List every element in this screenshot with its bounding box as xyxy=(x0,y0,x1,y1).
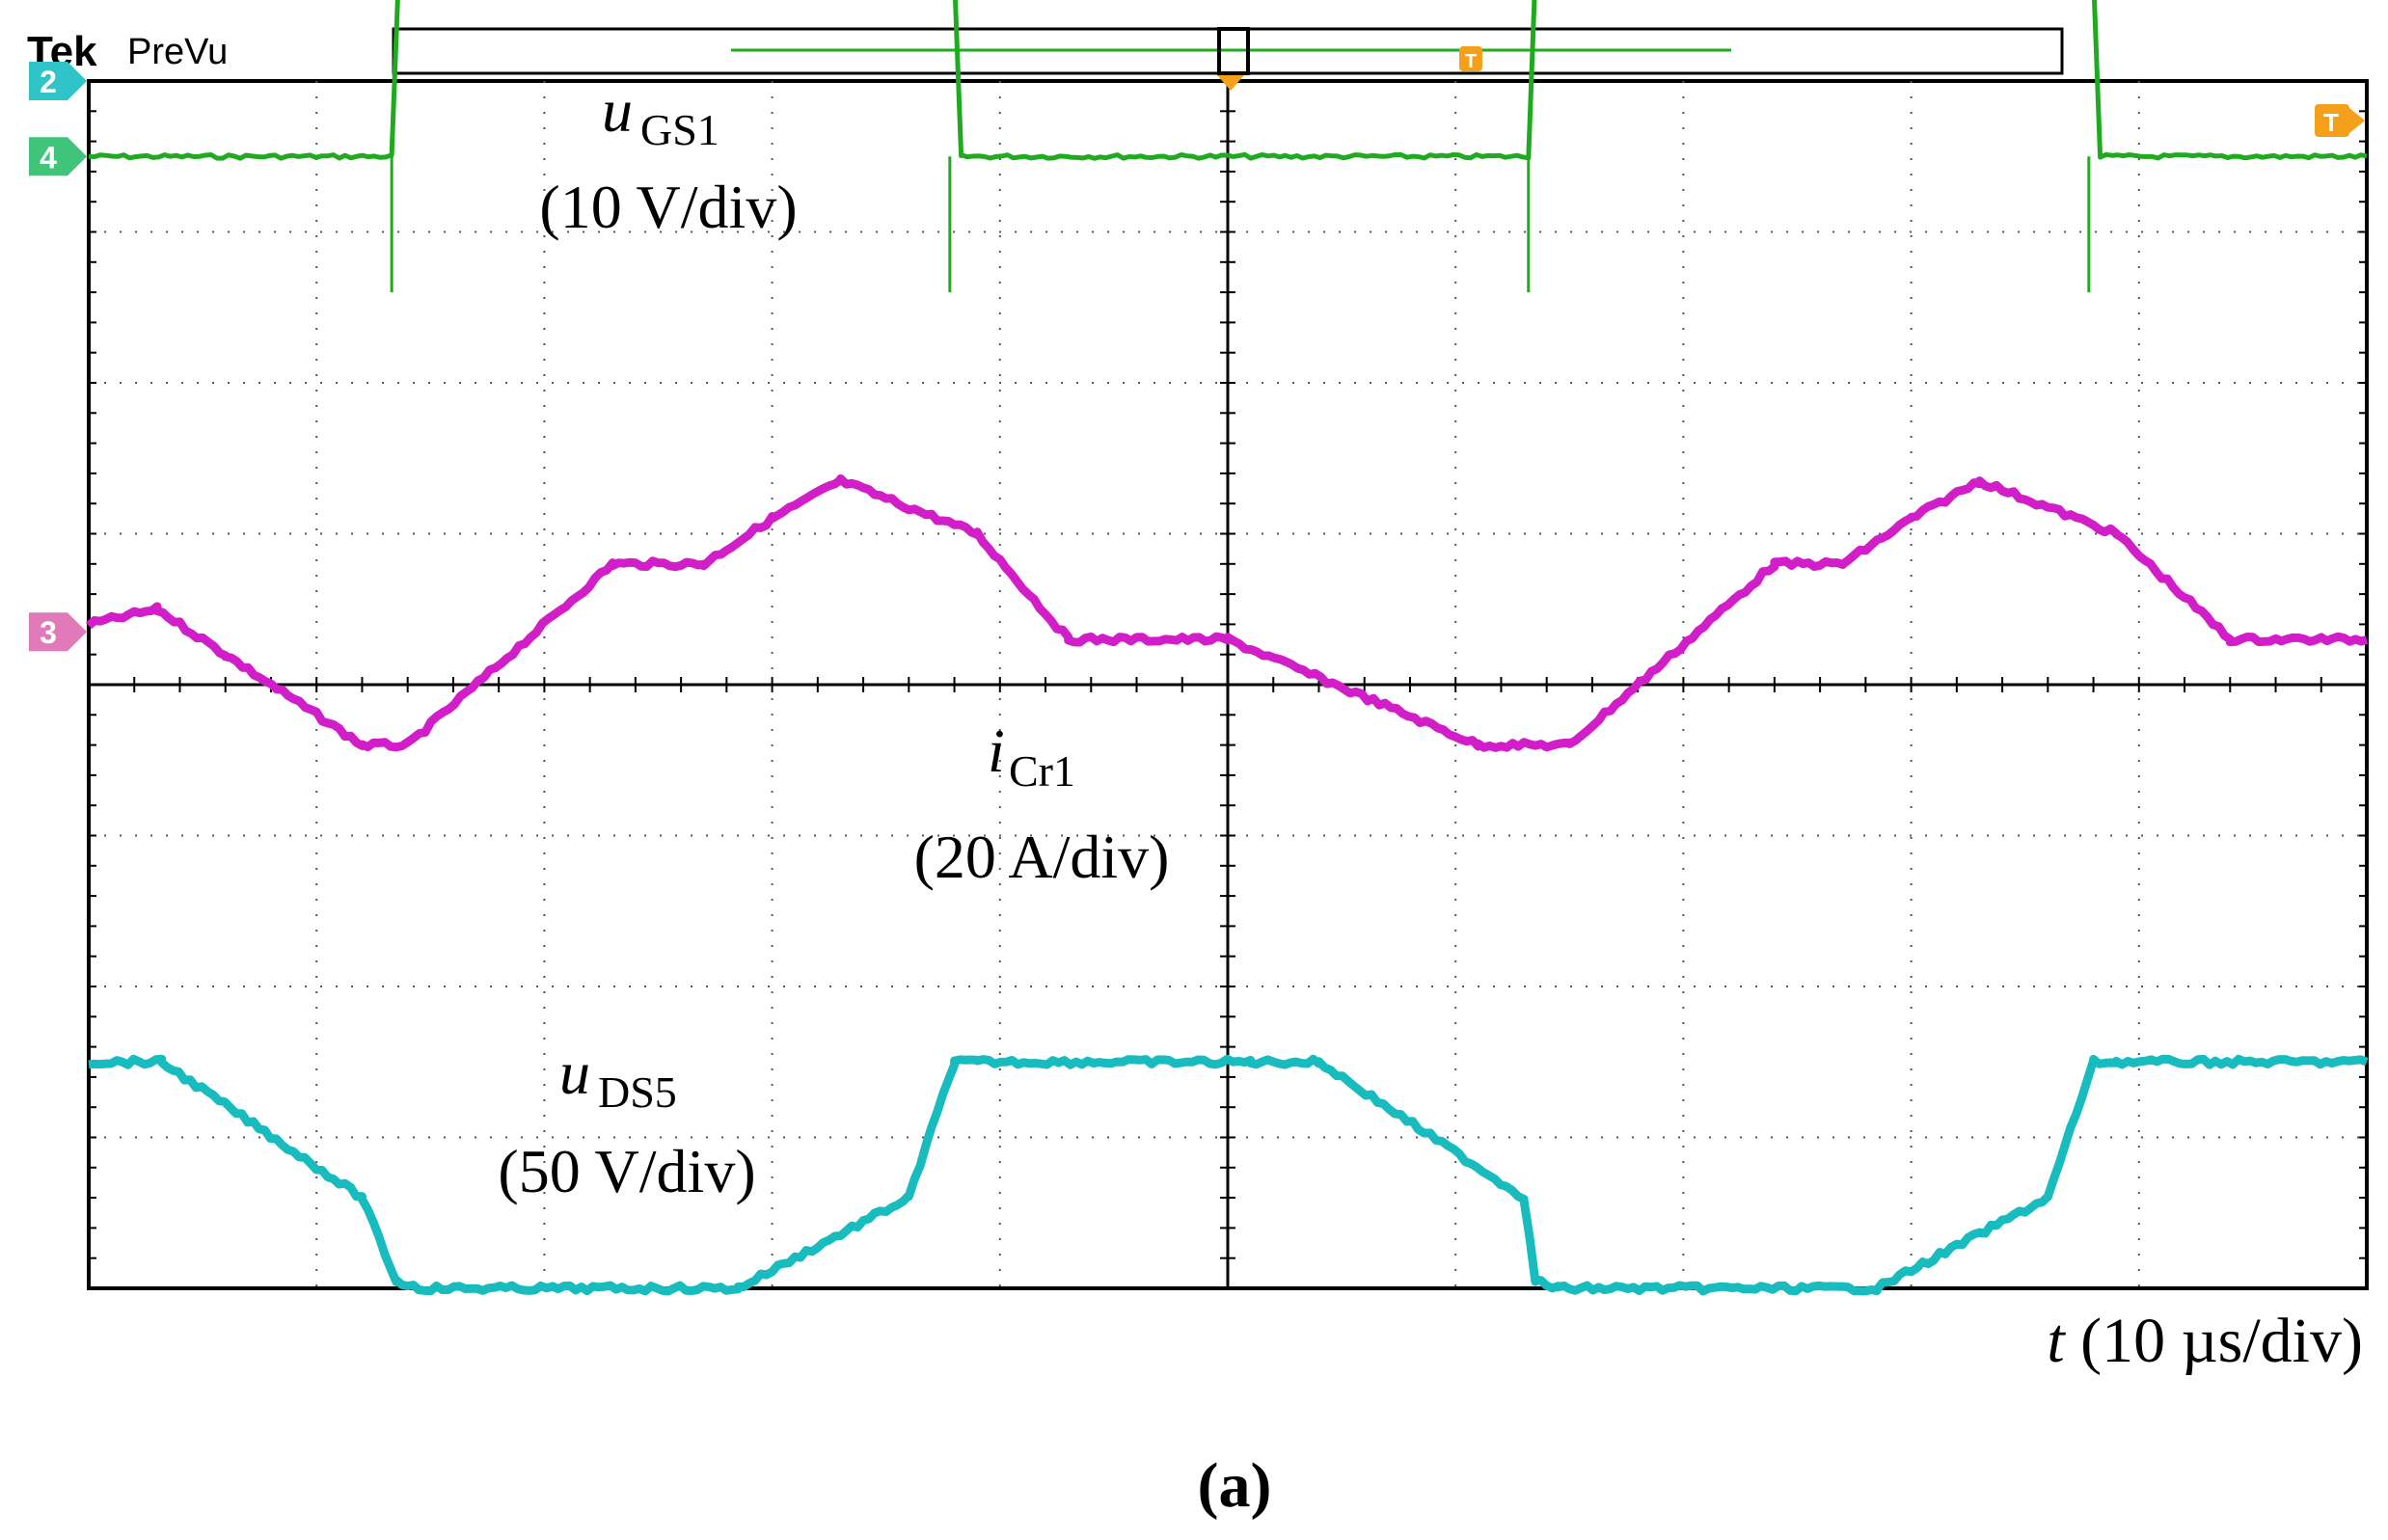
figure-caption: (a) xyxy=(1198,1450,1272,1521)
label-ugs1: u GS1 (10 V/div) xyxy=(539,76,797,241)
label-uds5: u DS5 (50 V/div) xyxy=(498,1039,755,1205)
label-icr1-main: i xyxy=(988,716,1005,785)
label-icr1-scale: (20 A/div) xyxy=(914,823,1170,891)
trigger-position-letter: T xyxy=(1465,51,1477,72)
channel-3-marker[interactable] xyxy=(29,612,87,652)
trace-iCr1 xyxy=(85,473,2369,752)
channel-2-number: 2 xyxy=(40,65,57,99)
label-icr1: i Cr1 (20 A/div) xyxy=(914,716,1170,891)
label-ugs1-main: u xyxy=(602,76,633,145)
waveforms xyxy=(85,0,2369,1296)
channel-2-marker[interactable] xyxy=(29,62,87,100)
label-ugs1-sub: GS1 xyxy=(640,105,719,154)
trace-uDS5 xyxy=(88,1054,2369,1296)
trigger-level-arrow xyxy=(2349,108,2365,133)
trigger-level-letter: T xyxy=(2323,108,2339,137)
channel-4-marker[interactable] xyxy=(29,137,87,176)
label-uds5-sub: DS5 xyxy=(598,1067,677,1117)
channel-3-number: 3 xyxy=(40,615,57,650)
label-ugs1-scale: (10 V/div) xyxy=(539,173,797,241)
label-uds5-main: u xyxy=(559,1039,590,1107)
channel-4-number: 4 xyxy=(40,140,57,175)
record-view-window[interactable] xyxy=(1217,27,1250,75)
label-uds5-scale: (50 V/div) xyxy=(498,1137,755,1205)
x-axis-label-var: t xyxy=(2047,1306,2066,1376)
trace-uGS1 xyxy=(88,0,2368,161)
graticule xyxy=(87,79,2369,1290)
x-axis-label-unit: (10 µs/div) xyxy=(2065,1306,2363,1376)
label-icr1-sub: Cr1 xyxy=(1009,746,1075,796)
channel-markers: 4 3 2 xyxy=(29,62,87,652)
prevu-label: PreVu xyxy=(127,32,228,72)
trigger-time-marker-icon xyxy=(1217,75,1244,91)
x-axis-label: t (10 µs/div) xyxy=(2047,1306,2363,1376)
trigger-level-icon xyxy=(2315,104,2349,137)
trigger-position-icon xyxy=(1459,46,1482,71)
